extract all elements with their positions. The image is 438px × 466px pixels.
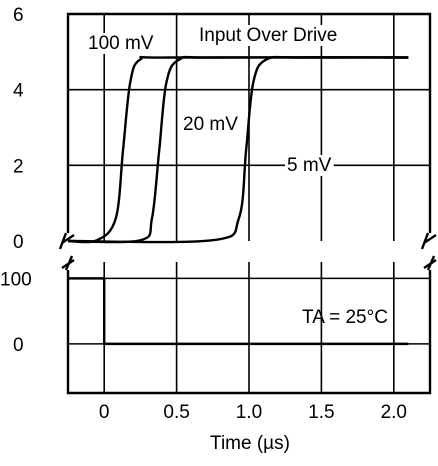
bottom-frame — [66, 270, 432, 395]
xtick-label-3: 1.5 — [308, 402, 334, 423]
top-frame — [66, 12, 432, 233]
grid-lines — [68, 14, 430, 393]
bottom-ytick-label-0: 0 — [13, 335, 24, 356]
tick-labels: 0 2 4 6 0 100 0 0.5 1.0 1.5 2.0 — [0, 5, 407, 423]
top-ytick-label-2: 4 — [13, 81, 24, 102]
series-label-20mv: 20 mV — [183, 114, 238, 135]
top-ytick-label-0: 0 — [13, 232, 24, 253]
xtick-label-0: 0 — [99, 402, 110, 423]
series-line-5mv — [67, 55, 409, 244]
top-ytick-label-1: 2 — [13, 156, 24, 177]
series-line-100mv — [67, 55, 409, 244]
series-lines — [67, 55, 409, 346]
series-label-5mv-background — [285, 155, 334, 176]
legend-title: Input Over Drive — [199, 25, 337, 46]
left-axis-break — [58, 232, 75, 271]
input-step-line — [68, 277, 409, 346]
temperature-annotation: TA = 25°C — [302, 307, 388, 328]
x-axis-label: Time (µs) — [210, 433, 290, 454]
xtick-label-4: 2.0 — [381, 402, 407, 423]
series-line-20mv — [67, 55, 409, 244]
series-label-100mv: 100 mV — [88, 33, 154, 54]
series-label-5mv: 5 mV — [287, 155, 332, 176]
series-label-20mv-background — [181, 114, 241, 135]
plot-frames — [58, 12, 437, 395]
series-label-100mv-background — [86, 33, 156, 54]
xtick-label-2: 1.0 — [236, 402, 262, 423]
legend-title-background — [197, 25, 340, 46]
top-ytick-label-3: 6 — [13, 5, 24, 26]
bottom-ytick-label-1: 100 — [0, 269, 32, 290]
xtick-label-1: 0.5 — [163, 402, 189, 423]
right-axis-break — [420, 232, 437, 271]
